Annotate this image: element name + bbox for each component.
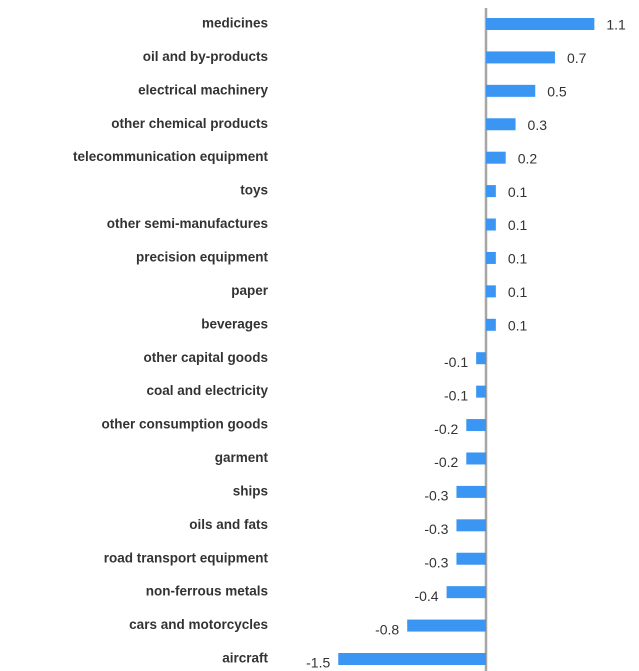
bar xyxy=(486,51,555,64)
category-label: precision equipment xyxy=(136,250,269,265)
category-label: beverages xyxy=(201,316,268,331)
bar xyxy=(456,519,486,532)
value-label: 0.1 xyxy=(508,251,528,267)
category-label: other chemical products xyxy=(111,116,268,131)
value-label: -0.3 xyxy=(424,488,448,504)
value-label: -0.1 xyxy=(444,387,468,403)
value-label: -0.3 xyxy=(424,521,448,537)
value-label: 0.5 xyxy=(547,84,567,100)
category-label: coal and electricity xyxy=(146,383,268,398)
value-label: 0.1 xyxy=(508,184,528,200)
bar xyxy=(486,118,516,131)
category-label: other semi-manufactures xyxy=(107,216,268,231)
category-label: cars and motorcycles xyxy=(129,617,268,632)
value-label: -1.5 xyxy=(306,655,330,671)
bar xyxy=(466,452,486,465)
value-label: 1.1 xyxy=(606,17,626,33)
value-label: -0.2 xyxy=(434,421,458,437)
value-label: -0.8 xyxy=(375,621,399,637)
category-label: electrical machinery xyxy=(138,82,268,97)
bar xyxy=(486,218,496,231)
category-label: ships xyxy=(233,483,268,498)
bar xyxy=(486,185,496,198)
category-label: telecommunication equipment xyxy=(73,149,269,164)
value-label: -0.4 xyxy=(414,588,438,604)
value-label: 0.1 xyxy=(508,317,528,333)
bar xyxy=(407,619,486,632)
value-label: 0.7 xyxy=(567,50,587,66)
bar xyxy=(446,586,486,599)
bar xyxy=(486,318,496,331)
bar xyxy=(486,251,496,264)
bar xyxy=(486,18,595,30)
bar xyxy=(456,552,486,565)
bar xyxy=(486,84,536,97)
value-label: 0.1 xyxy=(508,217,528,233)
bar xyxy=(466,419,486,432)
category-label: oils and fats xyxy=(189,517,268,532)
value-label: -0.1 xyxy=(444,354,468,370)
value-label: -0.2 xyxy=(434,454,458,470)
category-label: other consumption goods xyxy=(102,417,269,432)
category-label: medicines xyxy=(202,16,268,31)
bar xyxy=(486,285,496,298)
bar xyxy=(338,653,486,665)
category-label: aircraft xyxy=(222,651,268,666)
bar xyxy=(476,385,486,398)
category-label: non-ferrous metals xyxy=(146,584,268,599)
bar xyxy=(486,151,506,164)
category-label: road transport equipment xyxy=(104,550,269,565)
value-label: 0.2 xyxy=(518,150,538,166)
value-label: 0.3 xyxy=(528,117,548,133)
category-label: paper xyxy=(231,283,269,298)
value-label: -0.3 xyxy=(424,554,448,570)
category-label: other capital goods xyxy=(143,350,268,365)
value-label: 0.1 xyxy=(508,284,528,300)
category-label: oil and by-products xyxy=(143,49,268,64)
bar xyxy=(456,485,486,498)
category-label: garment xyxy=(215,450,269,465)
category-label: toys xyxy=(240,183,268,198)
bar xyxy=(476,352,486,365)
